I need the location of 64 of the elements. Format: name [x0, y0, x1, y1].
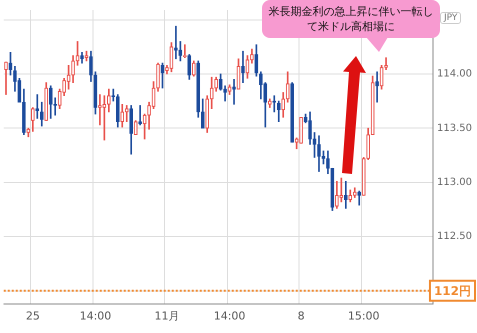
candlestick — [308, 112, 312, 145]
candlestick — [375, 71, 379, 102]
y-tick-label: 114.00 — [437, 68, 472, 80]
y-tick-label: 113.50 — [437, 122, 472, 134]
candlestick — [192, 60, 196, 76]
candlestick — [71, 55, 75, 83]
candlestick — [200, 98, 205, 128]
candlestick — [40, 102, 44, 126]
candlestick — [348, 190, 352, 202]
candlestick — [254, 44, 258, 76]
candlestick — [290, 82, 294, 143]
x-tick-label: 25 — [26, 309, 40, 322]
candlestick — [4, 62, 8, 95]
candlestick — [66, 64, 70, 90]
candlestick — [384, 57, 388, 70]
y-axis-title: JPY — [440, 12, 462, 24]
candlestick — [312, 132, 316, 158]
candlestick — [134, 120, 138, 136]
candlestick — [102, 95, 106, 140]
candlestick — [84, 50, 88, 62]
y-tick-label: 113.00 — [437, 176, 472, 188]
candlestick — [44, 82, 48, 121]
candlestick — [340, 178, 344, 202]
x-tick-label: 14:00 — [214, 309, 246, 322]
candlestick — [196, 60, 200, 118]
candlestick — [268, 98, 272, 108]
candlestick — [76, 41, 80, 66]
candlestick — [94, 71, 98, 114]
candlestick — [362, 157, 366, 196]
annotation: 米長期金利の急上昇に伴い一転して米ドル高相場に — [268, 4, 434, 34]
candlestick — [214, 76, 218, 92]
candlestick — [241, 50, 245, 83]
x-tick-label: 14:00 — [80, 309, 112, 322]
x-tick-label: 15:00 — [348, 309, 380, 322]
ref-line-label: 112円 — [434, 284, 472, 298]
candlestick — [30, 107, 35, 132]
candlestick — [205, 95, 210, 133]
candlestick — [236, 58, 240, 90]
y-tick-label: 112.50 — [437, 231, 472, 242]
candlestick — [174, 26, 178, 60]
candlestick — [380, 64, 384, 90]
x-tick-label: 11月 — [154, 309, 180, 322]
candlestick — [170, 42, 174, 72]
candlestick — [26, 128, 30, 138]
candlestick — [156, 62, 160, 92]
candlestick — [281, 92, 286, 118]
candlestick — [116, 94, 120, 128]
candlestick — [187, 54, 192, 80]
candlestick — [232, 79, 236, 105]
candlestick — [228, 84, 232, 95]
candlestick — [210, 76, 214, 109]
candlestick — [48, 86, 53, 119]
candlestick — [89, 50, 93, 82]
candlestick — [299, 117, 303, 144]
candlestick — [98, 94, 102, 126]
candlestick — [120, 104, 124, 128]
candlestick — [344, 180, 348, 209]
candlestick — [80, 52, 84, 64]
candlestick — [183, 44, 187, 58]
candlestick — [335, 180, 339, 209]
x-tick-label: 8 — [298, 309, 305, 322]
candlestick — [129, 105, 134, 155]
candlestick — [246, 55, 250, 79]
candlestick — [218, 74, 222, 91]
